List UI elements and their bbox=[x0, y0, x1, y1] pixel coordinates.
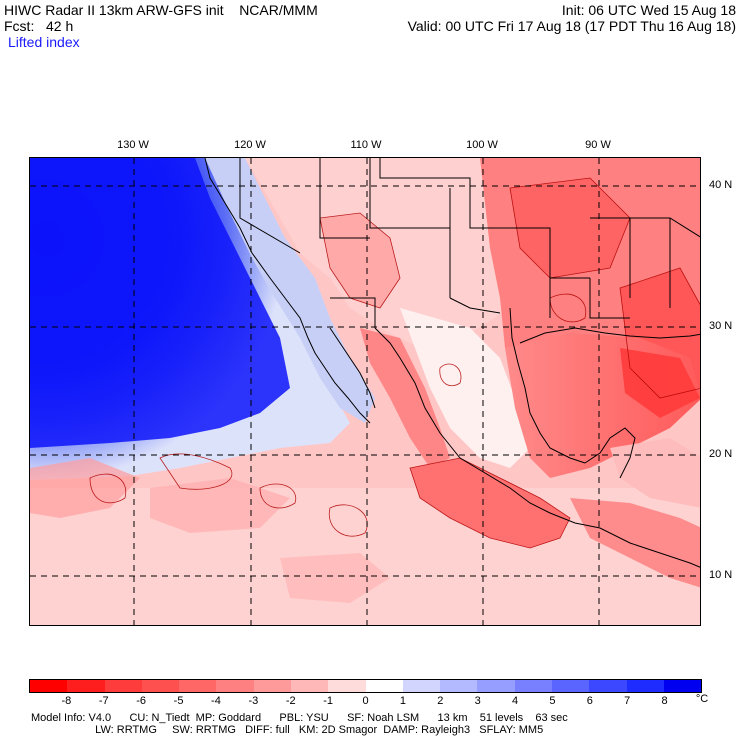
lat-label-30n: 30 N bbox=[709, 320, 733, 332]
colorbar-tick-label: -2 bbox=[285, 695, 296, 707]
colorbar-swatch bbox=[626, 680, 664, 692]
colorbar-swatch bbox=[216, 680, 254, 692]
colorbar-tick-label: -5 bbox=[173, 695, 184, 707]
colorbar-swatch bbox=[141, 680, 180, 692]
lifted-index-map bbox=[29, 157, 701, 626]
lon-label-120w: 120 W bbox=[234, 139, 266, 151]
colorbar-swatch bbox=[253, 680, 291, 692]
colorbar-tick-label: -8 bbox=[61, 695, 72, 707]
colorbar bbox=[29, 679, 702, 693]
model-title: HIWC Radar II 13km ARW-GFS init NCAR/MMM bbox=[4, 2, 318, 18]
model-info-line2: LW: RRTMG SW: RRTMG DIFF: full KM: 2D Sm… bbox=[31, 724, 544, 736]
colorbar-swatch bbox=[551, 680, 590, 692]
colorbar-tick-label: 7 bbox=[624, 695, 631, 707]
colorbar-tick-label: 1 bbox=[399, 695, 406, 707]
colorbar-tick-label: -1 bbox=[323, 695, 333, 707]
lat-label-10n: 10 N bbox=[709, 569, 733, 581]
colorbar-tick-label: 0 bbox=[362, 695, 369, 707]
colorbar-tick-label: -7 bbox=[98, 695, 109, 707]
lat-label-20n: 20 N bbox=[709, 448, 733, 460]
colorbar-swatch bbox=[402, 680, 441, 692]
colorbar-swatch bbox=[477, 680, 515, 692]
valid-time: Valid: 00 UTC Fri 17 Aug 18 (17 PDT Thu … bbox=[407, 18, 736, 34]
colorbar-swatch bbox=[663, 680, 702, 692]
colorbar-unit: °C bbox=[695, 693, 709, 705]
colorbar-swatch bbox=[104, 680, 142, 692]
forecast-hour: Fcst: 42 h bbox=[4, 18, 74, 34]
colorbar-swatch bbox=[440, 680, 478, 692]
colorbar-swatch bbox=[514, 680, 552, 692]
model-info-line1: Model Info: V4.0 CU: N_Tiedt MP: Goddard… bbox=[31, 712, 568, 724]
lon-label-90w: 90 W bbox=[585, 139, 611, 151]
colorbar-swatch bbox=[30, 680, 68, 692]
colorbar-tick-label: 5 bbox=[549, 695, 556, 707]
lon-label-100w: 100 W bbox=[466, 139, 498, 151]
colorbar-swatch bbox=[179, 680, 217, 692]
colorbar-swatch bbox=[67, 680, 105, 692]
lon-label-130w: 130 W bbox=[117, 139, 149, 151]
field-name: Lifted index bbox=[8, 34, 80, 50]
colorbar-swatch bbox=[589, 680, 627, 692]
colorbar-tick-label: -4 bbox=[211, 695, 221, 707]
colorbar-tick-label: 8 bbox=[661, 695, 668, 707]
colorbar-tick-label: 3 bbox=[474, 695, 481, 707]
lon-label-110w: 110 W bbox=[350, 139, 382, 151]
colorbar-swatch bbox=[365, 680, 403, 692]
colorbar-tick-label: 2 bbox=[437, 695, 444, 707]
colorbar-swatch bbox=[328, 680, 366, 692]
colorbar-tick-label: 6 bbox=[586, 695, 593, 707]
colorbar-tick-label: -6 bbox=[136, 695, 147, 707]
init-time: Init: 06 UTC Wed 15 Aug 18 bbox=[561, 2, 736, 18]
colorbar-swatch bbox=[290, 680, 329, 692]
lat-label-40n: 40 N bbox=[709, 179, 733, 191]
colorbar-tick-label: 4 bbox=[511, 695, 519, 707]
colorbar-tick-label: -3 bbox=[248, 695, 259, 707]
